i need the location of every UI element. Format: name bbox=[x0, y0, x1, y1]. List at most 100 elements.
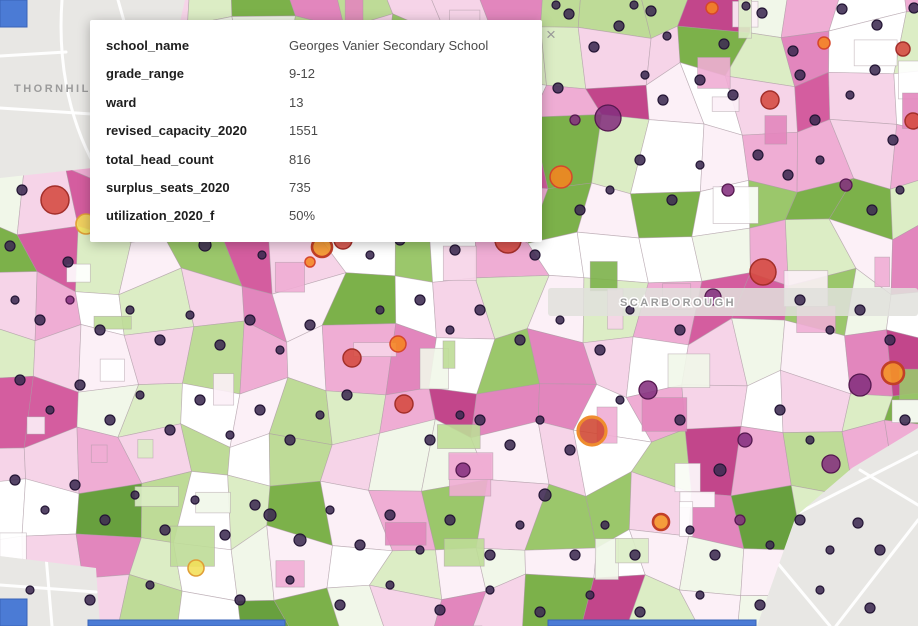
choropleth-parcel[interactable] bbox=[667, 353, 711, 388]
school-marker[interactable] bbox=[600, 520, 610, 530]
school-marker[interactable] bbox=[727, 89, 739, 101]
school-marker[interactable] bbox=[455, 410, 465, 420]
choropleth-cell[interactable] bbox=[273, 587, 343, 626]
choropleth-parcel[interactable] bbox=[443, 538, 485, 567]
school-marker[interactable] bbox=[782, 169, 794, 181]
school-marker[interactable] bbox=[385, 580, 395, 590]
school-marker[interactable] bbox=[225, 430, 235, 440]
school-marker[interactable] bbox=[394, 394, 414, 414]
choropleth-parcel[interactable] bbox=[99, 358, 125, 382]
school-marker[interactable] bbox=[645, 5, 657, 17]
school-marker[interactable] bbox=[817, 36, 831, 50]
school-marker[interactable] bbox=[794, 514, 806, 526]
school-marker[interactable] bbox=[304, 256, 316, 268]
school-marker[interactable] bbox=[534, 606, 546, 618]
school-marker[interactable] bbox=[484, 549, 496, 561]
school-marker[interactable] bbox=[504, 439, 516, 451]
school-marker[interactable] bbox=[284, 434, 296, 446]
school-marker[interactable] bbox=[254, 404, 266, 416]
school-marker[interactable] bbox=[444, 514, 456, 526]
school-marker[interactable] bbox=[685, 525, 695, 535]
school-marker[interactable] bbox=[866, 204, 878, 216]
school-marker[interactable] bbox=[445, 325, 455, 335]
school-marker[interactable] bbox=[365, 250, 375, 260]
school-marker[interactable] bbox=[895, 185, 905, 195]
school-marker[interactable] bbox=[529, 249, 541, 261]
school-marker[interactable] bbox=[45, 405, 55, 415]
school-marker[interactable] bbox=[474, 414, 486, 426]
choropleth-parcel[interactable] bbox=[195, 491, 231, 514]
choropleth-cell[interactable] bbox=[638, 236, 703, 284]
school-marker[interactable] bbox=[263, 508, 277, 522]
school-marker[interactable] bbox=[605, 185, 615, 195]
school-marker[interactable] bbox=[14, 374, 26, 386]
school-marker[interactable] bbox=[549, 165, 573, 189]
school-marker[interactable] bbox=[304, 319, 316, 331]
school-marker[interactable] bbox=[651, 512, 671, 532]
school-marker[interactable] bbox=[125, 305, 135, 315]
school-marker[interactable] bbox=[9, 474, 21, 486]
school-marker[interactable] bbox=[538, 488, 552, 502]
school-marker[interactable] bbox=[154, 334, 166, 346]
school-marker[interactable] bbox=[99, 514, 111, 526]
choropleth-parcel[interactable] bbox=[712, 186, 759, 224]
choropleth-cell[interactable] bbox=[681, 384, 748, 430]
school-marker[interactable] bbox=[634, 154, 646, 166]
school-marker[interactable] bbox=[705, 1, 719, 15]
school-marker[interactable] bbox=[634, 606, 646, 618]
school-marker[interactable] bbox=[389, 335, 407, 353]
school-marker[interactable] bbox=[794, 69, 806, 81]
school-marker[interactable] bbox=[613, 20, 625, 32]
choropleth-cell[interactable] bbox=[368, 584, 443, 626]
school-marker[interactable] bbox=[848, 373, 872, 397]
school-marker[interactable] bbox=[657, 94, 669, 106]
school-marker[interactable] bbox=[638, 380, 658, 400]
school-marker[interactable] bbox=[674, 324, 686, 336]
school-marker[interactable] bbox=[749, 258, 777, 286]
school-marker[interactable] bbox=[640, 70, 650, 80]
choropleth-parcel[interactable] bbox=[134, 486, 179, 507]
school-marker[interactable] bbox=[10, 295, 20, 305]
school-marker[interactable] bbox=[908, 2, 918, 14]
school-marker[interactable] bbox=[662, 31, 672, 41]
school-marker[interactable] bbox=[752, 149, 764, 161]
choropleth-parcel[interactable] bbox=[898, 60, 918, 100]
school-marker[interactable] bbox=[585, 590, 595, 600]
school-marker[interactable] bbox=[839, 178, 853, 192]
choropleth-cell[interactable] bbox=[326, 584, 385, 626]
school-marker[interactable] bbox=[821, 454, 841, 474]
school-marker[interactable] bbox=[219, 529, 231, 541]
school-marker[interactable] bbox=[709, 549, 721, 561]
school-marker[interactable] bbox=[455, 462, 471, 478]
school-marker[interactable] bbox=[666, 194, 678, 206]
choropleth-cell[interactable] bbox=[828, 71, 898, 125]
school-marker[interactable] bbox=[415, 545, 425, 555]
choropleth-cell[interactable] bbox=[520, 573, 595, 626]
choropleth-cell[interactable] bbox=[630, 191, 701, 239]
choropleth-cell[interactable] bbox=[0, 271, 38, 342]
school-marker[interactable] bbox=[760, 90, 780, 110]
school-marker[interactable] bbox=[104, 414, 116, 426]
choropleth-parcel[interactable] bbox=[213, 373, 235, 406]
school-marker[interactable] bbox=[474, 304, 486, 316]
school-marker[interactable] bbox=[449, 244, 461, 256]
choropleth-parcel[interactable] bbox=[26, 416, 46, 435]
school-marker[interactable] bbox=[615, 395, 625, 405]
school-marker[interactable] bbox=[293, 533, 307, 547]
school-marker[interactable] bbox=[214, 339, 226, 351]
school-marker[interactable] bbox=[805, 435, 815, 445]
choropleth-parcel[interactable] bbox=[874, 256, 890, 288]
school-marker[interactable] bbox=[315, 410, 325, 420]
school-marker[interactable] bbox=[794, 294, 806, 306]
school-marker[interactable] bbox=[62, 256, 74, 268]
school-marker[interactable] bbox=[375, 305, 385, 315]
choropleth-cell[interactable] bbox=[230, 0, 296, 17]
school-marker[interactable] bbox=[65, 295, 75, 305]
choropleth-parcel[interactable] bbox=[674, 463, 701, 493]
school-marker[interactable] bbox=[94, 324, 106, 336]
choropleth-cell[interactable] bbox=[627, 574, 700, 626]
school-marker[interactable] bbox=[825, 325, 835, 335]
school-marker[interactable] bbox=[84, 594, 96, 606]
school-marker[interactable] bbox=[194, 394, 206, 406]
